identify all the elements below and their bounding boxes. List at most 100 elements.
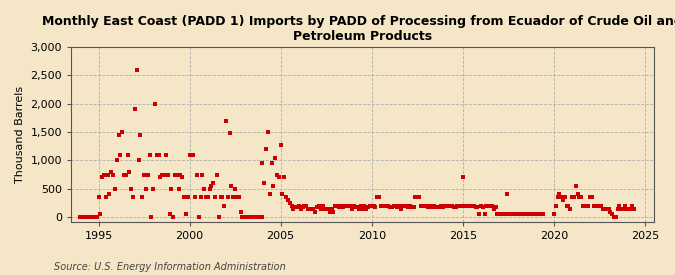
Point <box>335 204 346 208</box>
Point <box>470 205 481 209</box>
Point <box>230 187 240 191</box>
Point <box>119 172 130 177</box>
Point <box>521 212 532 216</box>
Point <box>163 172 173 177</box>
Point <box>193 215 204 219</box>
Point <box>150 101 161 106</box>
Point <box>135 133 146 137</box>
Point <box>326 207 337 211</box>
Point <box>430 205 441 209</box>
Point <box>518 212 529 216</box>
Title: Monthly East Coast (PADD 1) Imports by PADD of Processing from Ecuador of Crude : Monthly East Coast (PADD 1) Imports by P… <box>43 15 675 43</box>
Point <box>294 204 304 208</box>
Point <box>614 204 625 208</box>
Point <box>255 215 266 219</box>
Point <box>234 195 244 200</box>
Point <box>331 204 342 208</box>
Point <box>284 201 295 205</box>
Point <box>192 172 202 177</box>
Point <box>550 204 561 208</box>
Point <box>370 205 381 209</box>
Point <box>120 172 131 177</box>
Point <box>350 205 360 209</box>
Point <box>132 67 142 72</box>
Point <box>197 172 208 177</box>
Point <box>558 198 568 202</box>
Point <box>403 205 414 209</box>
Point <box>140 187 151 191</box>
Point <box>479 212 490 216</box>
Point <box>427 205 437 209</box>
Point <box>159 172 169 177</box>
Point <box>406 205 417 209</box>
Point <box>221 119 232 123</box>
Point <box>410 195 421 200</box>
Point <box>592 204 603 208</box>
Point <box>458 175 468 180</box>
Point <box>417 204 428 208</box>
Point <box>466 204 477 208</box>
Point <box>463 204 474 208</box>
Point <box>616 207 626 211</box>
Point <box>612 207 623 211</box>
Point <box>472 205 483 209</box>
Point <box>529 212 539 216</box>
Point <box>356 204 367 208</box>
Point <box>443 204 454 208</box>
Point <box>587 195 597 200</box>
Point <box>508 212 519 216</box>
Point <box>567 195 578 200</box>
Point <box>556 195 566 200</box>
Point <box>364 204 375 208</box>
Point <box>271 172 282 177</box>
Point <box>381 204 392 208</box>
Point <box>495 212 506 216</box>
Point <box>601 207 612 211</box>
Point <box>565 207 576 211</box>
Point <box>401 204 412 208</box>
Point <box>494 212 505 216</box>
Point <box>108 172 119 177</box>
Point <box>265 192 275 197</box>
Point <box>585 195 596 200</box>
Point <box>301 204 312 208</box>
Point <box>399 204 410 208</box>
Point <box>239 215 250 219</box>
Point <box>146 215 157 219</box>
Point <box>506 212 517 216</box>
Point <box>385 205 396 209</box>
Point <box>561 204 572 208</box>
Point <box>333 205 344 209</box>
Point <box>101 195 111 200</box>
Point <box>423 205 433 209</box>
Point <box>133 158 144 163</box>
Point <box>308 207 319 211</box>
Point <box>263 130 273 134</box>
Point <box>572 192 583 197</box>
Point <box>609 215 620 219</box>
Point <box>252 215 263 219</box>
Point <box>166 187 177 191</box>
Point <box>250 215 261 219</box>
Point <box>315 207 326 211</box>
Point <box>144 153 155 157</box>
Point <box>497 212 508 216</box>
Point <box>576 195 587 200</box>
Point <box>130 107 140 112</box>
Point <box>321 207 331 211</box>
Point <box>250 215 261 219</box>
Point <box>568 195 579 200</box>
Point <box>241 215 252 219</box>
Point <box>142 172 153 177</box>
Point <box>452 204 463 208</box>
Point <box>610 215 621 219</box>
Point <box>104 192 115 197</box>
Point <box>377 204 388 208</box>
Point <box>88 215 99 219</box>
Point <box>90 215 101 219</box>
Point <box>325 209 335 214</box>
Point <box>157 172 167 177</box>
Point <box>138 172 149 177</box>
Point <box>330 204 341 208</box>
Point <box>175 172 186 177</box>
